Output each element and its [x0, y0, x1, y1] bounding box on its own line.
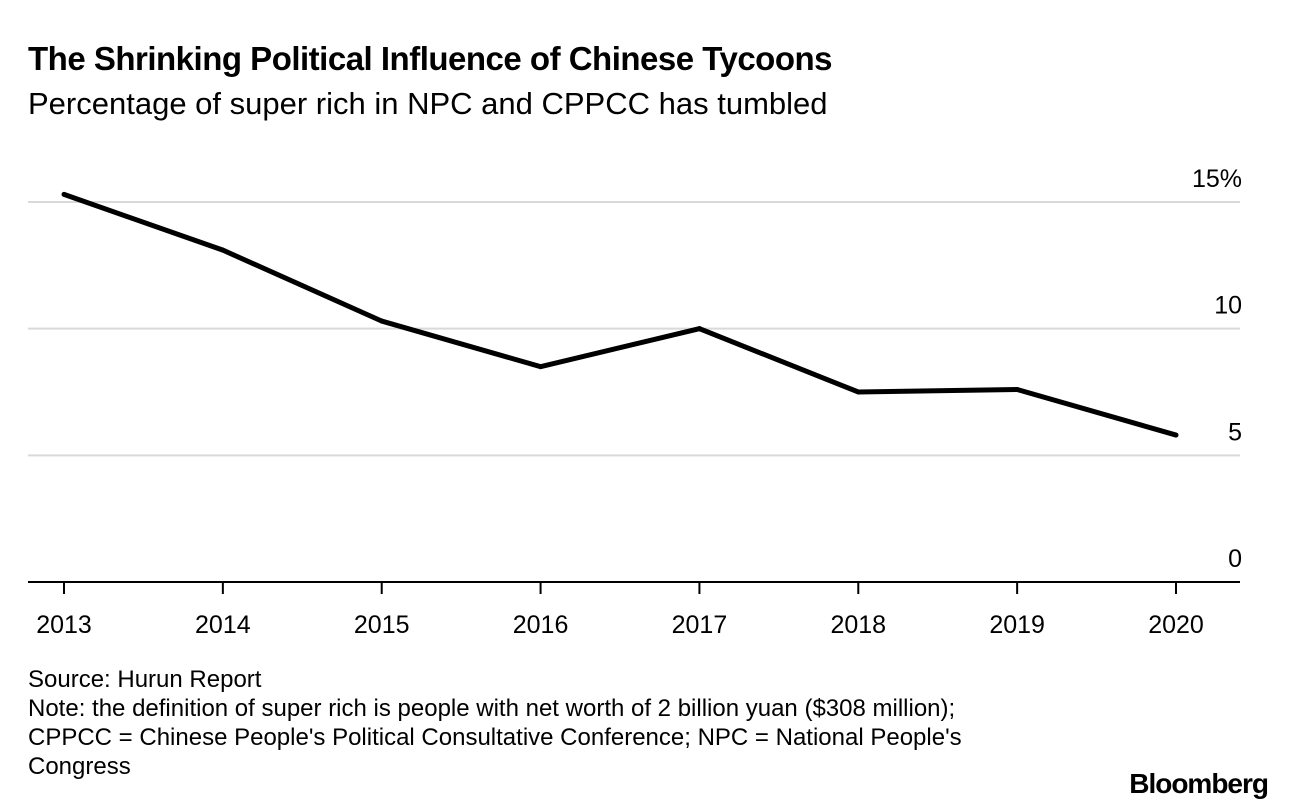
x-tick-label: 2019: [989, 611, 1045, 639]
definition-note: Note: the definition of super rich is pe…: [28, 695, 962, 780]
x-tick-label: 2020: [1148, 611, 1204, 639]
data-point-2015: [379, 318, 385, 324]
x-tick-label: 2013: [36, 611, 92, 639]
chart-subtitle: Percentage of super rich in NPC and CPPC…: [28, 86, 828, 121]
chart-title: The Shrinking Political Influence of Chi…: [28, 40, 833, 77]
data-point-2020: [1173, 432, 1179, 438]
y-tick-label: 5: [1228, 418, 1242, 446]
y-tick-label: 15%: [1192, 165, 1242, 193]
x-tick-label: 2015: [354, 611, 410, 639]
x-tick-label: 2014: [195, 611, 251, 639]
data-point-2018: [855, 389, 861, 395]
y-tick-label: 0: [1228, 545, 1242, 573]
data-point-2014: [220, 247, 226, 253]
data-point-2019: [1014, 386, 1020, 392]
source-note: Source: Hurun Report: [28, 666, 262, 693]
x-tick-label: 2016: [513, 611, 569, 639]
footer-notes: Source: Hurun Report Note: the definitio…: [28, 665, 1008, 781]
data-point-2013: [61, 191, 67, 197]
series-line-0: [63, 192, 1177, 438]
x-tick-label: 2017: [672, 611, 728, 639]
data-point-2016: [538, 364, 544, 370]
data-point-2017: [696, 326, 702, 332]
bloomberg-logo: Bloomberg: [1129, 768, 1269, 799]
x-tick-label: 2018: [830, 611, 886, 639]
y-tick-label: 10: [1214, 292, 1242, 320]
